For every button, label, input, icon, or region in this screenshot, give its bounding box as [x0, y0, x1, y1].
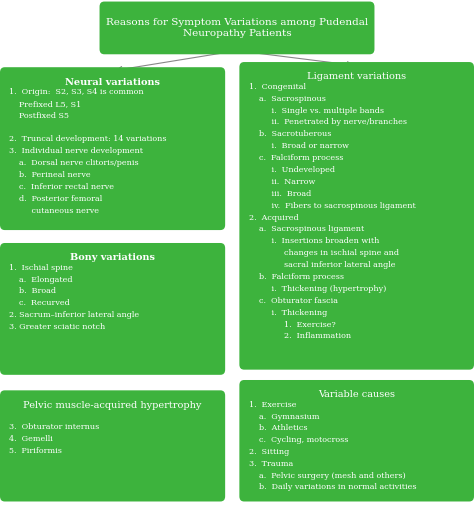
Text: Ligament variations: Ligament variations — [307, 72, 406, 81]
Text: 4.  Gemelli: 4. Gemelli — [9, 435, 54, 443]
Text: Variable causes: Variable causes — [318, 390, 395, 399]
Text: Bony variations: Bony variations — [70, 253, 155, 262]
Text: c.  Recurved: c. Recurved — [9, 299, 70, 307]
Text: 1.  Ischial spine: 1. Ischial spine — [9, 264, 73, 271]
Text: Pelvic muscle-acquired hypertrophy: Pelvic muscle-acquired hypertrophy — [23, 401, 202, 409]
Text: 3.  Individual nerve development: 3. Individual nerve development — [9, 147, 144, 155]
Text: i.  Thickening: i. Thickening — [249, 309, 327, 316]
Text: Postfixed S5: Postfixed S5 — [9, 112, 70, 119]
FancyBboxPatch shape — [239, 62, 474, 370]
Text: b.  Daily variations in normal activities: b. Daily variations in normal activities — [249, 483, 416, 492]
Text: a.  Elongated: a. Elongated — [9, 276, 73, 283]
Text: c.  Cycling, motocross: c. Cycling, motocross — [249, 436, 348, 444]
Text: Prefixed L5, S1: Prefixed L5, S1 — [9, 100, 82, 108]
Text: i.  Single vs. multiple bands: i. Single vs. multiple bands — [249, 107, 384, 114]
Text: a.  Dorsal nerve clitoris/penis: a. Dorsal nerve clitoris/penis — [9, 159, 139, 167]
Text: 1.  Exercise: 1. Exercise — [249, 401, 296, 408]
Text: 3.  Obturator internus: 3. Obturator internus — [9, 423, 100, 431]
Text: 2.  Truncal development: 14 variations: 2. Truncal development: 14 variations — [9, 135, 167, 143]
Text: b.  Broad: b. Broad — [9, 287, 56, 295]
Text: 2.  Inflammation: 2. Inflammation — [249, 332, 351, 340]
Text: iii.  Broad: iii. Broad — [249, 190, 311, 197]
Text: i.  Broad or narrow: i. Broad or narrow — [249, 142, 349, 150]
Text: Neural variations: Neural variations — [65, 78, 160, 86]
Text: Reasons for Symptom Variations among Pudendal
Neuropathy Patients: Reasons for Symptom Variations among Pud… — [106, 18, 368, 38]
Text: a.  Pelvic surgery (mesh and others): a. Pelvic surgery (mesh and others) — [249, 472, 406, 480]
Text: ii.  Narrow: ii. Narrow — [249, 178, 315, 186]
Text: a.  Sacrospinous ligament: a. Sacrospinous ligament — [249, 225, 364, 233]
Text: iv.  Fibers to sacrospinous ligament: iv. Fibers to sacrospinous ligament — [249, 202, 416, 209]
Text: changes in ischial spine and: changes in ischial spine and — [249, 249, 399, 257]
Text: a.  Sacrospinous: a. Sacrospinous — [249, 95, 326, 102]
Text: d.  Posterior femoral: d. Posterior femoral — [9, 195, 103, 203]
Text: 5.  Piriformis: 5. Piriformis — [9, 447, 63, 454]
Text: 3.  Trauma: 3. Trauma — [249, 460, 293, 468]
Text: b.  Athletics: b. Athletics — [249, 424, 307, 432]
Text: b.  Falciform process: b. Falciform process — [249, 273, 344, 281]
Text: 2.  Sitting: 2. Sitting — [249, 448, 289, 456]
Text: i.  Undeveloped: i. Undeveloped — [249, 166, 335, 174]
Text: b.  Perineal nerve: b. Perineal nerve — [9, 171, 91, 179]
Text: 3. Greater sciatic notch: 3. Greater sciatic notch — [9, 323, 106, 331]
Text: 1.  Exercise?: 1. Exercise? — [249, 321, 336, 328]
Text: c.  Inferior rectal nerve: c. Inferior rectal nerve — [9, 183, 115, 191]
Text: i.  Insertions broaden with: i. Insertions broaden with — [249, 237, 379, 245]
FancyBboxPatch shape — [0, 243, 225, 375]
Text: ii.  Penetrated by nerve/branches: ii. Penetrated by nerve/branches — [249, 118, 407, 126]
Text: cutaneous nerve: cutaneous nerve — [9, 207, 100, 215]
Text: a.  Gymnasium: a. Gymnasium — [249, 413, 319, 420]
Text: sacral inferior lateral angle: sacral inferior lateral angle — [249, 261, 395, 269]
Text: 1.  Origin:  S2, S3, S4 is common: 1. Origin: S2, S3, S4 is common — [9, 88, 144, 96]
Text: 2.  Acquired: 2. Acquired — [249, 214, 299, 221]
Text: 1.  Congenital: 1. Congenital — [249, 83, 306, 90]
Text: b.  Sacrotuberous: b. Sacrotuberous — [249, 130, 331, 138]
Text: c.  Obturator fascia: c. Obturator fascia — [249, 297, 338, 305]
FancyBboxPatch shape — [239, 380, 474, 501]
FancyBboxPatch shape — [0, 67, 225, 230]
Text: i.  Thickening (hypertrophy): i. Thickening (hypertrophy) — [249, 285, 386, 293]
Text: c.  Falciform process: c. Falciform process — [249, 154, 343, 162]
Text: 2. Sacrum–inferior lateral angle: 2. Sacrum–inferior lateral angle — [9, 311, 140, 319]
FancyBboxPatch shape — [100, 2, 374, 54]
FancyBboxPatch shape — [0, 390, 225, 501]
